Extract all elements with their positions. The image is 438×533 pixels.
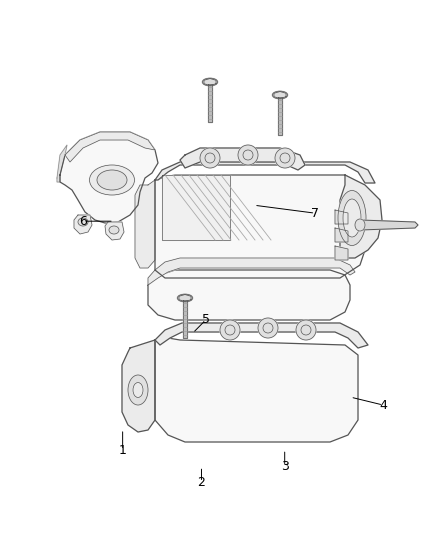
Polygon shape [274,92,286,99]
Polygon shape [278,97,282,135]
Polygon shape [360,220,418,230]
Polygon shape [74,215,92,234]
Text: 3: 3 [281,460,289,473]
Polygon shape [122,340,155,432]
Polygon shape [155,175,365,278]
Ellipse shape [133,383,143,398]
Ellipse shape [78,218,88,226]
Circle shape [258,318,278,338]
Polygon shape [340,175,382,258]
Text: 5: 5 [202,313,210,326]
Text: 6: 6 [79,215,87,228]
Polygon shape [60,132,158,223]
Circle shape [275,148,295,168]
Polygon shape [148,258,355,285]
Ellipse shape [338,190,366,246]
Polygon shape [105,222,124,240]
Text: 4: 4 [379,399,387,411]
Polygon shape [335,228,348,242]
Polygon shape [65,132,155,162]
Ellipse shape [202,78,218,86]
Circle shape [200,148,220,168]
Circle shape [220,320,240,340]
Text: 2: 2 [198,476,205,489]
Polygon shape [204,78,216,85]
Circle shape [238,145,258,165]
Text: 7: 7 [311,207,319,220]
Ellipse shape [97,170,127,190]
Polygon shape [180,148,305,170]
Text: 1: 1 [119,444,127,457]
Polygon shape [162,175,230,240]
Polygon shape [335,246,348,260]
Ellipse shape [128,375,148,405]
Ellipse shape [343,199,361,237]
Ellipse shape [177,294,193,302]
Ellipse shape [355,219,365,231]
Polygon shape [155,162,375,183]
Ellipse shape [89,165,134,195]
Polygon shape [155,338,358,442]
Ellipse shape [109,226,119,234]
Polygon shape [183,300,187,338]
Polygon shape [57,145,67,182]
Polygon shape [148,270,350,320]
Polygon shape [208,84,212,122]
Polygon shape [335,210,348,224]
Polygon shape [179,295,191,302]
Circle shape [296,320,316,340]
Ellipse shape [272,91,288,99]
Polygon shape [155,323,368,348]
Polygon shape [135,180,155,268]
